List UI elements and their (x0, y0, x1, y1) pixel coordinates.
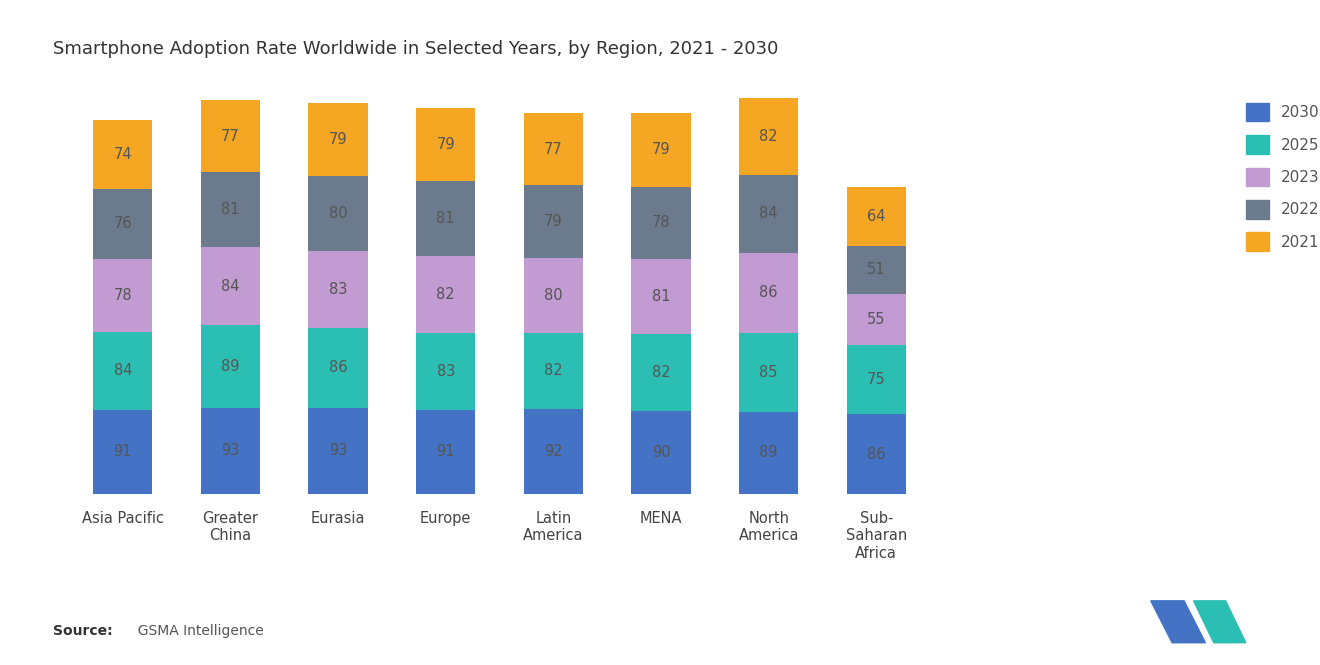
Legend: 2030, 2025, 2023, 2022, 2021: 2030, 2025, 2023, 2022, 2021 (1239, 96, 1320, 257)
Text: 79: 79 (652, 142, 671, 158)
Text: 85: 85 (759, 364, 777, 380)
Text: 82: 82 (652, 365, 671, 380)
Text: Smartphone Adoption Rate Worldwide in Selected Years, by Region, 2021 - 2030: Smartphone Adoption Rate Worldwide in Se… (53, 40, 779, 58)
Text: 84: 84 (222, 279, 240, 293)
Text: 93: 93 (329, 444, 347, 458)
Text: 81: 81 (222, 202, 240, 217)
Text: Source:: Source: (53, 624, 112, 638)
Bar (631, 334, 690, 410)
Text: 82: 82 (759, 129, 777, 144)
Bar (201, 100, 260, 172)
Text: 55: 55 (867, 312, 886, 327)
Bar (94, 259, 152, 332)
Bar (524, 332, 583, 409)
Bar (416, 332, 475, 410)
Text: 89: 89 (759, 446, 777, 460)
Bar (739, 175, 799, 253)
Bar (846, 187, 906, 246)
Text: 78: 78 (652, 215, 671, 230)
Text: 51: 51 (867, 262, 886, 277)
Bar (739, 253, 799, 332)
Text: 86: 86 (329, 360, 347, 375)
Bar (631, 259, 690, 334)
Text: Sub-
Saharan
Africa: Sub- Saharan Africa (846, 511, 907, 561)
Text: 81: 81 (652, 289, 671, 305)
Text: 84: 84 (759, 206, 777, 221)
Text: 77: 77 (544, 142, 562, 156)
Text: MENA: MENA (640, 511, 682, 526)
Text: 82: 82 (437, 287, 455, 302)
Bar (739, 332, 799, 412)
Text: 90: 90 (652, 445, 671, 460)
Bar (416, 256, 475, 332)
Polygon shape (1151, 601, 1205, 642)
Bar (631, 410, 690, 494)
Text: 84: 84 (114, 363, 132, 378)
Bar (201, 247, 260, 325)
Bar (846, 414, 906, 494)
Bar (416, 410, 475, 494)
Text: 86: 86 (867, 447, 886, 462)
Polygon shape (1193, 601, 1246, 642)
Bar (524, 258, 583, 332)
Text: 79: 79 (329, 132, 347, 147)
Text: 80: 80 (329, 206, 347, 221)
Bar (524, 185, 583, 258)
Text: 81: 81 (437, 211, 455, 226)
Text: 64: 64 (867, 209, 886, 224)
Text: North
America: North America (738, 511, 799, 543)
Bar (631, 113, 690, 187)
Bar (309, 251, 368, 328)
Bar (846, 293, 906, 344)
Bar (739, 98, 799, 175)
Bar (201, 325, 260, 408)
Text: Europe: Europe (420, 511, 471, 526)
Text: 89: 89 (222, 359, 240, 374)
Bar (524, 409, 583, 494)
Bar (94, 410, 152, 494)
Bar (309, 328, 368, 408)
Text: 91: 91 (437, 444, 455, 460)
Bar (631, 187, 690, 259)
Bar (201, 408, 260, 494)
Text: 76: 76 (114, 216, 132, 231)
Bar (94, 120, 152, 188)
Text: 79: 79 (437, 137, 455, 152)
Text: 91: 91 (114, 444, 132, 460)
Bar (309, 176, 368, 251)
Text: Asia Pacific: Asia Pacific (82, 511, 164, 526)
Text: 83: 83 (329, 282, 347, 297)
Text: 78: 78 (114, 288, 132, 303)
Text: Greater
China: Greater China (202, 511, 259, 543)
Text: Eurasia: Eurasia (310, 511, 366, 526)
Text: 92: 92 (544, 444, 562, 459)
Text: 86: 86 (759, 285, 777, 300)
Bar (416, 108, 475, 181)
Bar (309, 408, 368, 494)
Bar (94, 188, 152, 259)
Text: Latin
America: Latin America (523, 511, 583, 543)
Text: 74: 74 (114, 146, 132, 162)
Text: 80: 80 (544, 288, 562, 303)
Bar (201, 172, 260, 247)
Bar (846, 246, 906, 293)
Bar (524, 113, 583, 185)
Text: 75: 75 (867, 372, 886, 387)
Text: GSMA Intelligence: GSMA Intelligence (129, 624, 264, 638)
Text: 83: 83 (437, 364, 455, 378)
Text: 93: 93 (222, 444, 240, 458)
Bar (416, 181, 475, 256)
Text: 79: 79 (544, 214, 562, 229)
Text: 82: 82 (544, 363, 562, 378)
Bar (309, 103, 368, 176)
Bar (739, 412, 799, 494)
Bar (846, 344, 906, 414)
Bar (94, 332, 152, 410)
Text: 77: 77 (220, 128, 240, 144)
